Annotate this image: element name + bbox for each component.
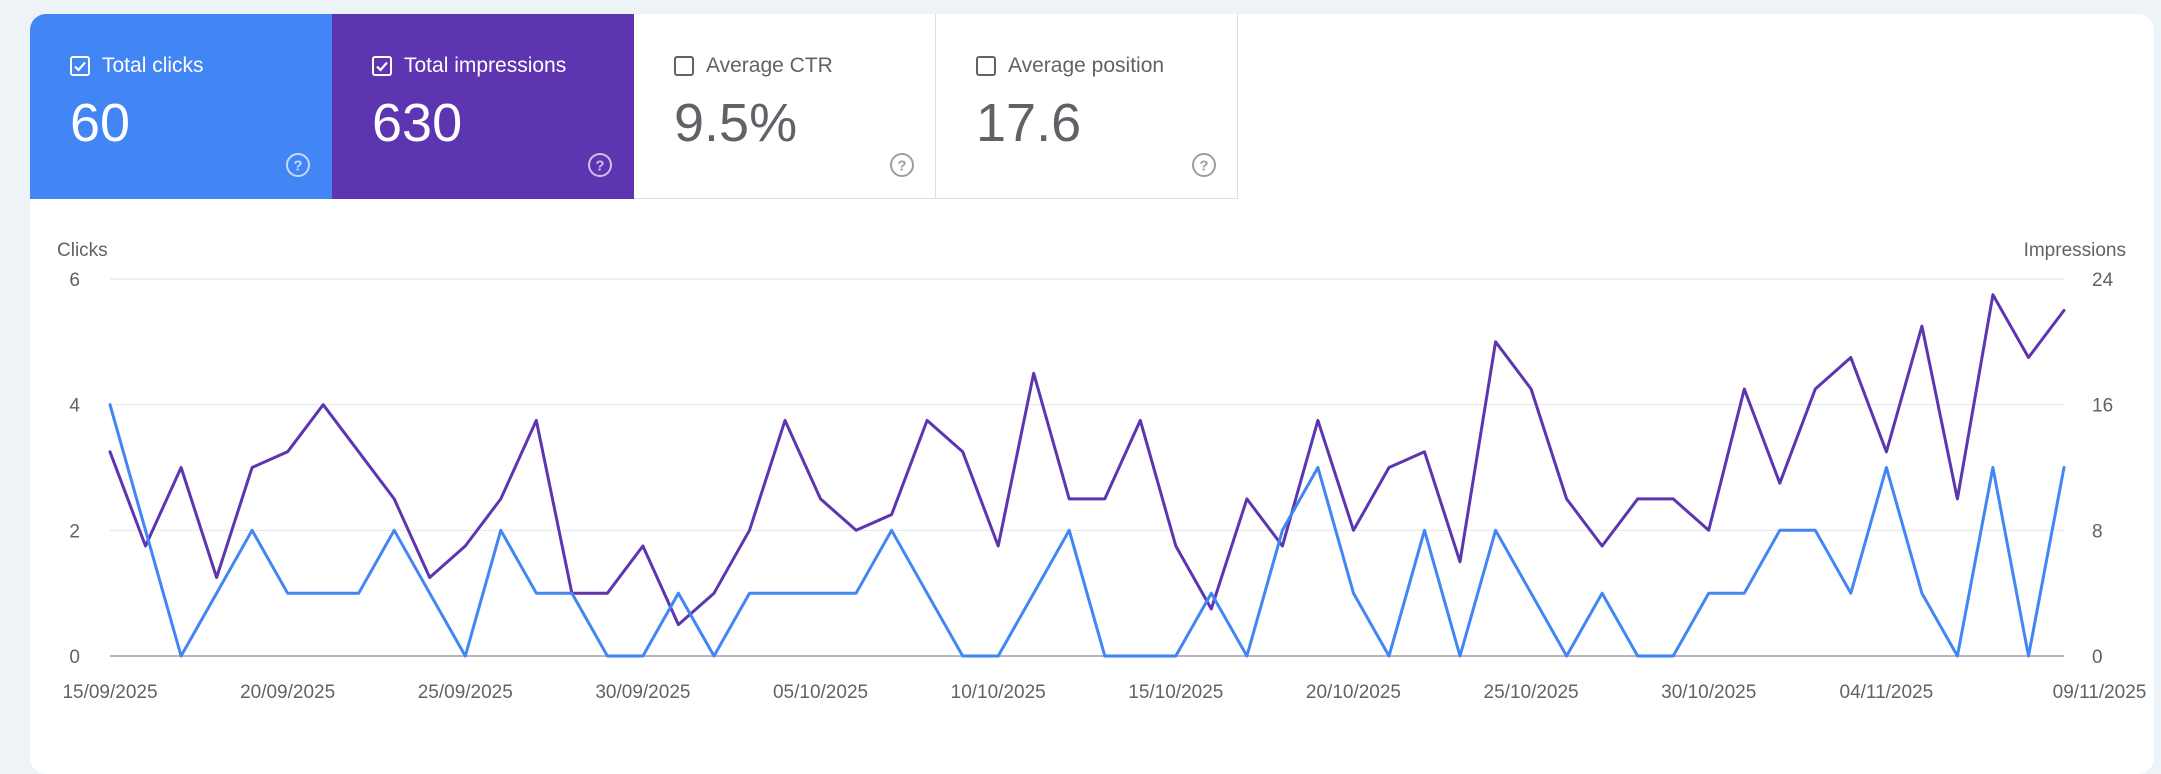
tile-value: 9.5% <box>674 93 798 153</box>
performance-card: Total clicks 60 ? Total impressions 630 … <box>30 14 2154 774</box>
series-line-clicks <box>108 403 2066 658</box>
svg-text:?: ? <box>595 158 604 175</box>
help-icon[interactable]: ? <box>1191 152 1217 178</box>
tile-average-position[interactable]: Average position 17.6 ? <box>936 14 1238 199</box>
tile-value: 60 <box>70 93 131 153</box>
tile-value: 630 <box>372 93 463 153</box>
tile-header: Total impressions <box>372 54 566 78</box>
tile-total-impressions[interactable]: Total impressions 630 ? <box>332 14 634 199</box>
tile-label: Average position <box>1008 54 1165 77</box>
x-tick-label: 20/09/2025 <box>240 682 335 703</box>
help-icon[interactable]: ? <box>285 152 311 178</box>
tile-label: Total clicks <box>102 54 204 77</box>
x-tick-label: 09/11/2025 <box>2053 682 2147 703</box>
series-line-impressions <box>108 293 2066 627</box>
y-left-tick-label: 0 <box>69 647 80 668</box>
x-tick-label: 30/09/2025 <box>595 682 690 703</box>
checkbox-unchecked-icon[interactable] <box>976 56 996 76</box>
svg-text:?: ? <box>293 158 302 175</box>
y-left-tick-label: 2 <box>69 521 80 542</box>
checkbox-checked-icon[interactable] <box>372 56 392 76</box>
y-right-tick-label: 24 <box>2092 270 2114 291</box>
y-right-tick-label: 8 <box>2092 521 2103 542</box>
y-right-tick-label: 16 <box>2092 396 2113 417</box>
x-tick-label: 15/09/2025 <box>62 682 157 703</box>
x-tick-label: 10/10/2025 <box>951 682 1046 703</box>
x-tick-label: 25/09/2025 <box>418 682 513 703</box>
x-tick-label: 30/10/2025 <box>1661 682 1756 703</box>
y-left-tick-label: 6 <box>69 270 80 291</box>
x-tick-label: 25/10/2025 <box>1484 682 1579 703</box>
checkbox-checked-icon[interactable] <box>70 56 90 76</box>
tile-header: Average CTR <box>674 54 833 78</box>
help-icon[interactable]: ? <box>889 152 915 178</box>
tile-average-ctr[interactable]: Average CTR 9.5% ? <box>634 14 936 199</box>
help-icon[interactable]: ? <box>587 152 613 178</box>
x-tick-label: 04/11/2025 <box>1840 682 1934 703</box>
tile-header: Total clicks <box>70 54 204 78</box>
x-tick-label: 05/10/2025 <box>773 682 868 703</box>
tile-header: Average position <box>976 54 1164 78</box>
x-tick-label: 15/10/2025 <box>1128 682 1223 703</box>
checkbox-unchecked-icon[interactable] <box>674 56 694 76</box>
y-left-tick-label: 4 <box>69 396 80 417</box>
x-tick-label: 20/10/2025 <box>1306 682 1401 703</box>
svg-text:?: ? <box>1199 158 1208 175</box>
tile-label: Average CTR <box>706 54 833 77</box>
tile-total-clicks[interactable]: Total clicks 60 ? <box>30 14 332 199</box>
tile-label: Total impressions <box>404 54 567 77</box>
metric-tiles: Total clicks 60 ? Total impressions 630 … <box>30 14 1238 199</box>
tile-value: 17.6 <box>976 93 1082 153</box>
y-left-axis-title: Clicks <box>57 240 108 261</box>
svg-text:?: ? <box>897 158 906 175</box>
y-right-axis-title: Impressions <box>2023 240 2126 261</box>
y-right-tick-label: 0 <box>2092 647 2103 668</box>
